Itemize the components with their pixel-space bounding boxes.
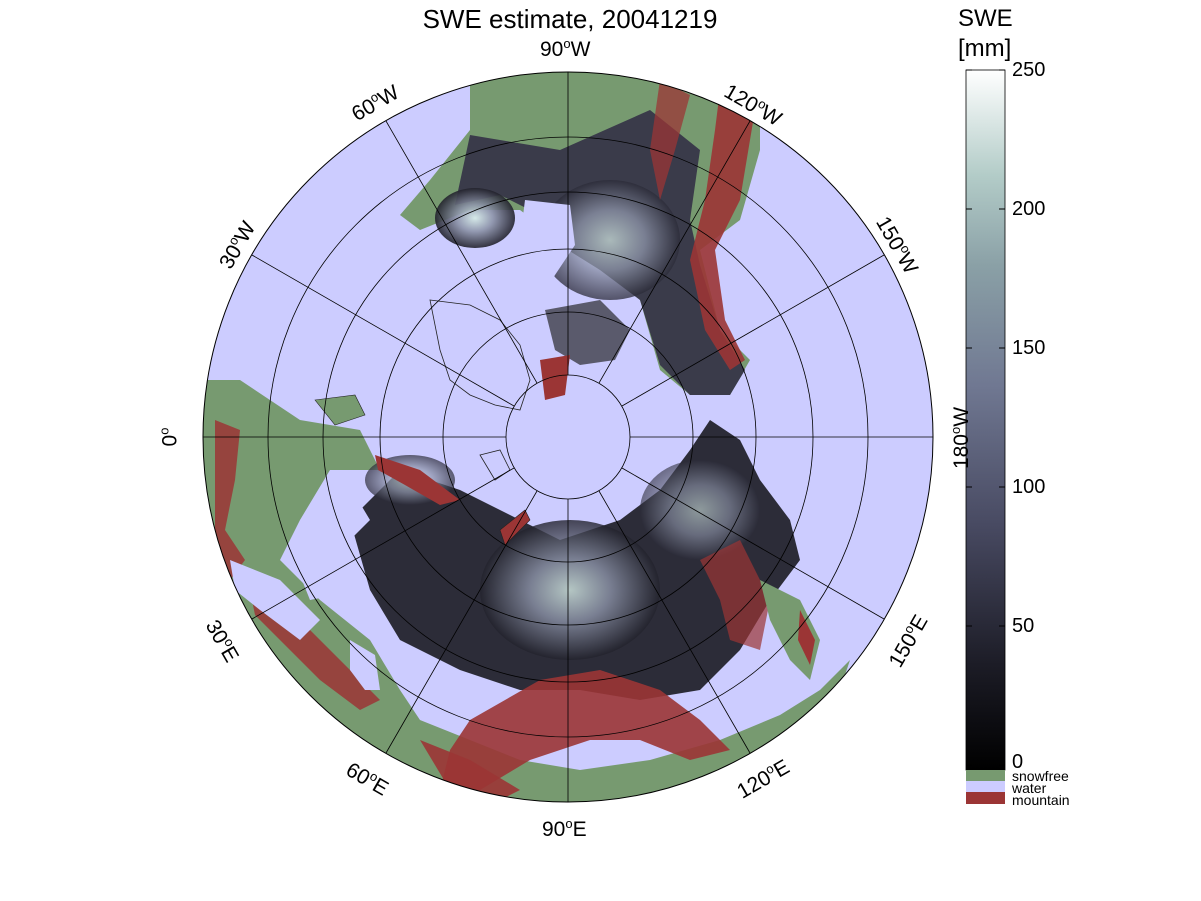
north-africa-mountains <box>215 420 245 580</box>
alaska-mountains <box>650 80 690 200</box>
colorbar-title-unit: [mm] <box>958 35 1012 62</box>
labrador-snow-peak <box>435 188 515 248</box>
figure-title: SWE estimate, 20041219 <box>422 4 718 34</box>
novaya-zemlya <box>499 509 531 546</box>
himalaya-mountains <box>420 740 520 800</box>
siberia-snow-center <box>480 520 660 660</box>
meridian-line <box>385 490 538 754</box>
mediterranean <box>230 560 320 640</box>
meridian-line <box>251 467 515 620</box>
colorbar-swatch-snowfree <box>966 770 1005 781</box>
canadian-archipelago <box>545 300 630 365</box>
colorbar-ticks <box>966 69 1005 766</box>
iceland <box>314 394 366 426</box>
graticule <box>202 71 934 803</box>
legend-mountain-label: mountain <box>1012 792 1070 808</box>
europe-africa-snowfree <box>203 380 850 802</box>
legend-snowfree-label: snowfree <box>1012 768 1069 784</box>
scandinavia-mountains <box>375 455 460 505</box>
archipelago-mountains <box>540 355 570 400</box>
land-layer <box>203 72 850 802</box>
meridian-line <box>621 254 885 407</box>
caspian-sea <box>350 640 380 690</box>
lon-label-90w: 90oW <box>540 36 591 61</box>
black-sea <box>300 570 335 600</box>
meridian-line <box>598 490 751 754</box>
central-asia-mountains <box>440 670 730 790</box>
meridian-line <box>598 120 751 384</box>
baltic-sea <box>325 495 370 540</box>
colorbar-swatch-water <box>966 781 1005 792</box>
colorbar-tick-label: 0 <box>1012 751 1024 773</box>
kamchatka-mountains <box>798 610 815 665</box>
colorbar-gradient <box>965 69 1006 771</box>
lon-label-0: 0o <box>156 427 182 447</box>
colorbar <box>965 69 1006 804</box>
colorbar-title-quantity: SWE <box>958 5 1013 32</box>
colorbar-tick-label: 250 <box>1012 59 1046 81</box>
lon-label-90e: 90oE <box>542 816 587 841</box>
colorbar-swatch-mountain <box>966 792 1005 804</box>
rockies-mountains <box>690 90 755 370</box>
colorbar-tick-label: 100 <box>1012 476 1046 498</box>
lon-label-180w: 180oW <box>948 406 974 470</box>
east-asia-mountains <box>700 540 770 650</box>
legend-water-label: water <box>1012 780 1047 796</box>
colorbar-tick-label: 50 <box>1012 615 1035 637</box>
meridian-line <box>621 467 885 620</box>
colorbar-title: SWE [mm] <box>958 4 1013 64</box>
meridian-line <box>251 254 515 407</box>
colorbar-tick-label: 200 <box>1012 198 1046 220</box>
meridian-line <box>385 120 538 384</box>
colorbar-tick-label: 150 <box>1012 337 1046 359</box>
hudson-bay-region-snow <box>540 180 680 300</box>
kamchatka <box>760 580 820 680</box>
east-siberia-snow <box>640 460 760 560</box>
